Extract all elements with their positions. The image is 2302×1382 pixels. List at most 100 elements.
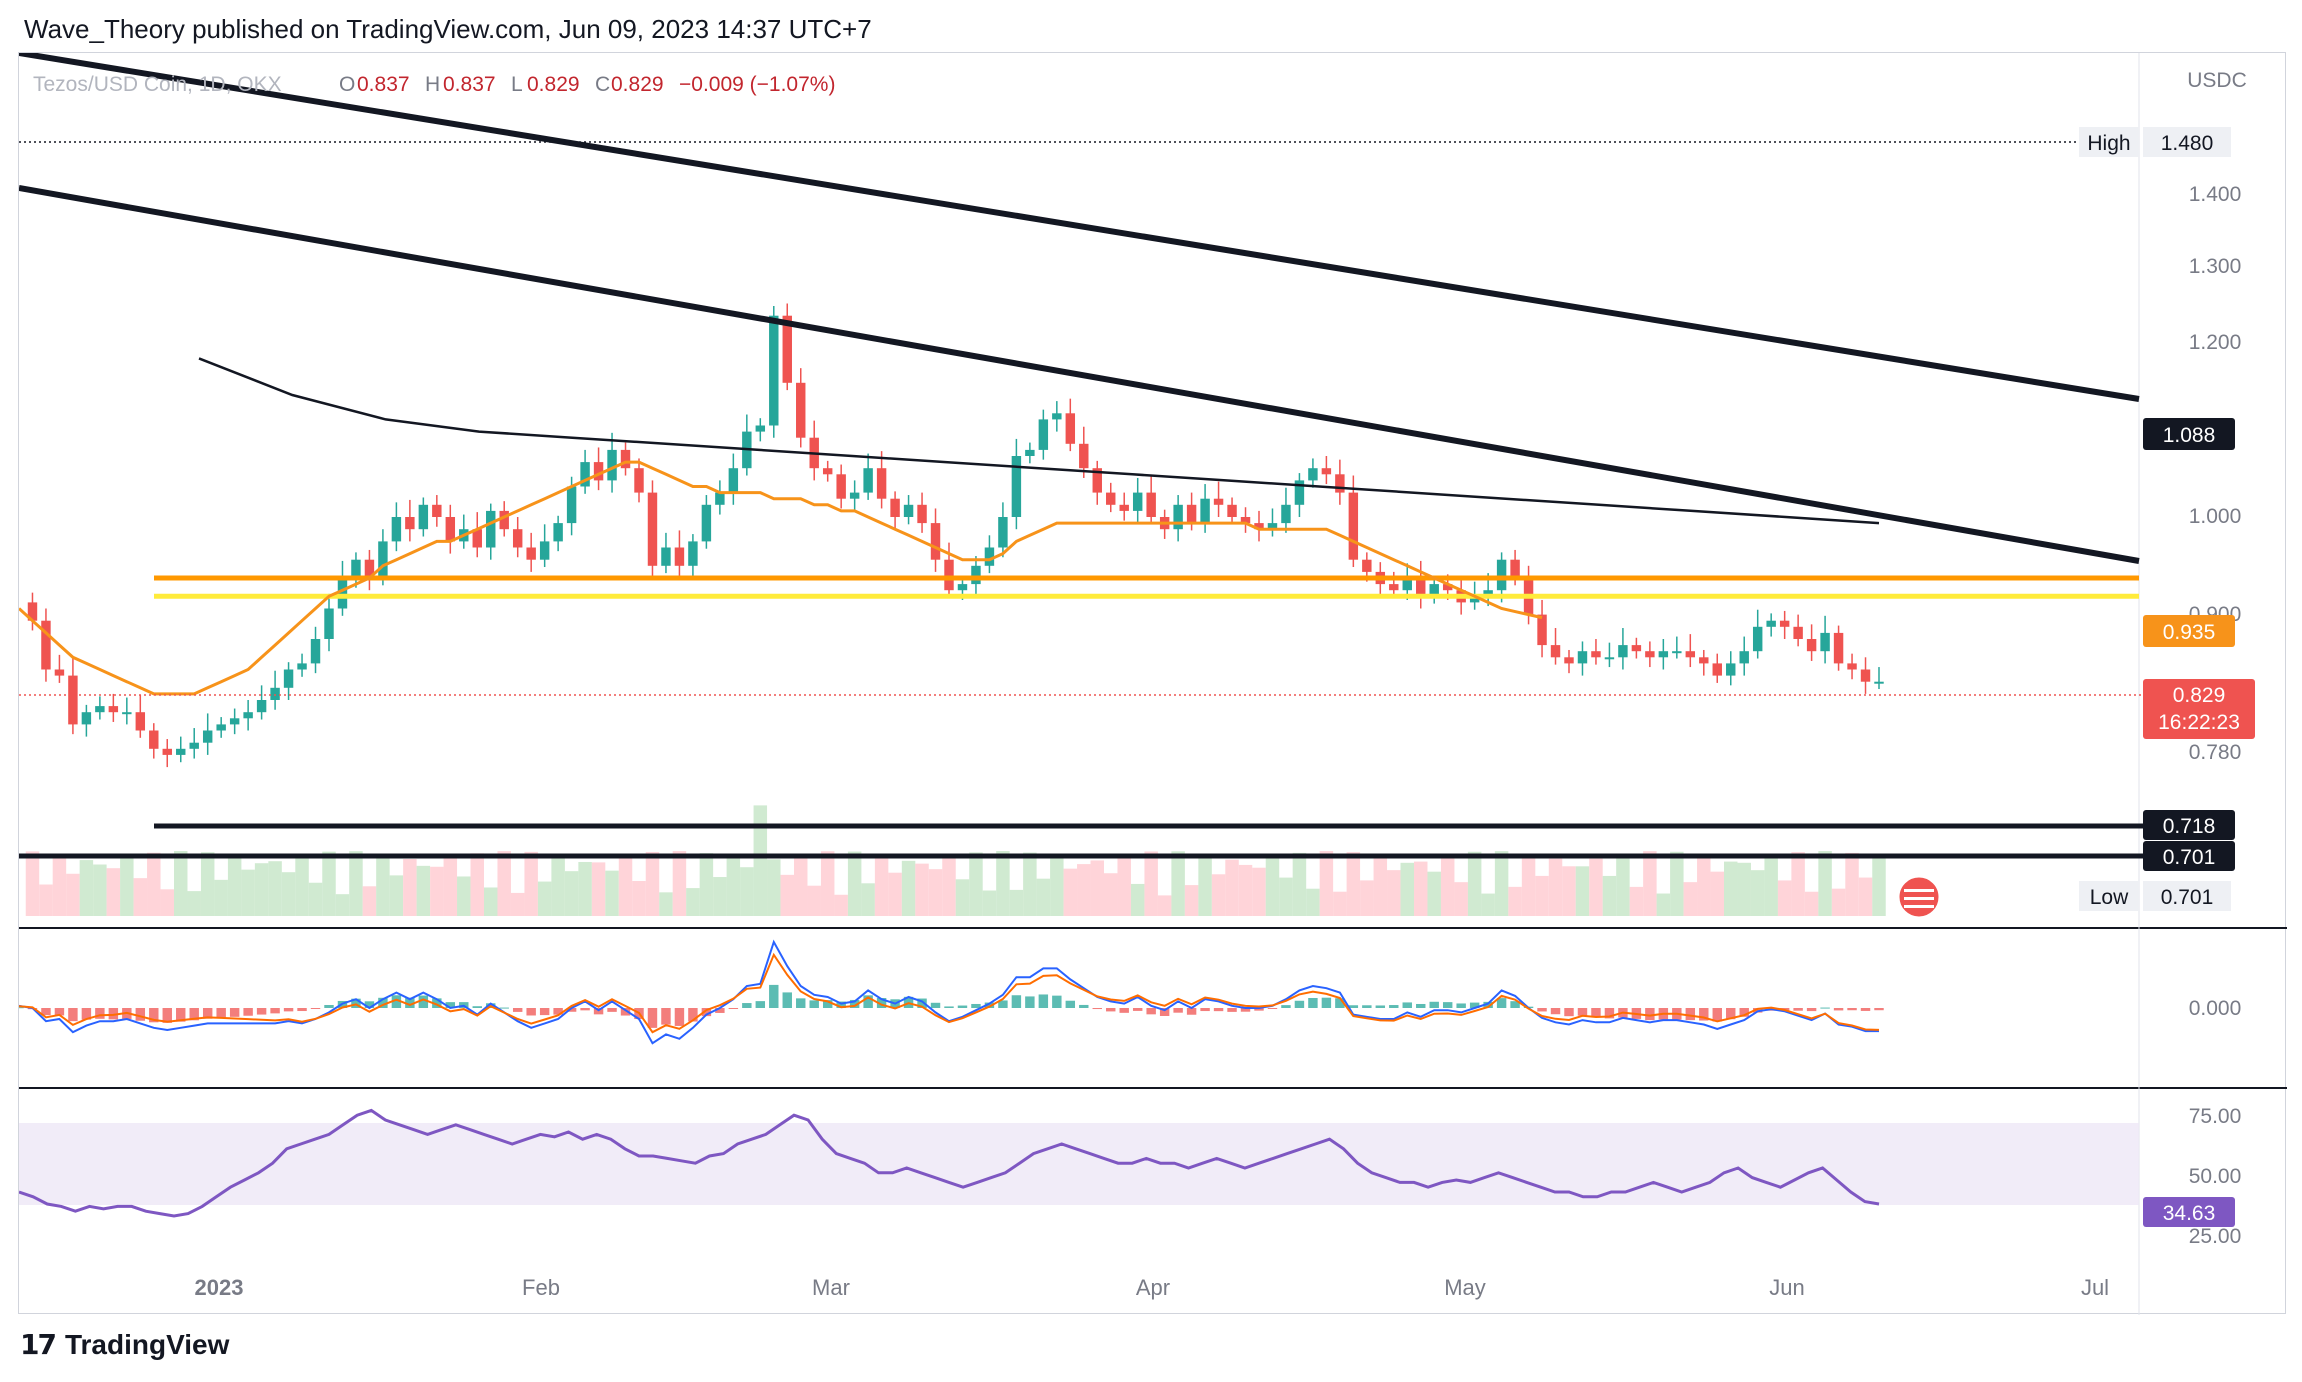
volume-bar: [1724, 861, 1738, 916]
volume-bar: [794, 853, 808, 916]
candle-body: [512, 529, 523, 548]
macd-histogram-bar: [998, 1000, 1008, 1008]
candle-body: [243, 712, 253, 719]
time-tick: Apr: [1136, 1275, 1170, 1300]
volume-bar: [1036, 878, 1051, 916]
candle-body: [27, 602, 38, 621]
macd-histogram-bar: [176, 1008, 186, 1022]
time-tick: May: [1444, 1275, 1486, 1300]
macd-histogram-bar: [580, 1008, 590, 1011]
macd-histogram-bar: [351, 998, 361, 1008]
macd-histogram-bar: [54, 1008, 65, 1016]
candle-body: [202, 730, 213, 743]
volume-bar: [888, 872, 902, 916]
volume-bar: [645, 851, 660, 916]
volume-bar: [982, 890, 997, 916]
volume-bar: [780, 874, 794, 916]
macd-histogram-bar: [189, 1008, 199, 1021]
candle-body: [1685, 651, 1696, 658]
macd-histogram-bar: [1537, 1008, 1547, 1012]
candle-body: [108, 706, 119, 713]
volume-bar: [1292, 852, 1307, 916]
candle-body: [1550, 645, 1561, 658]
macd-histogram-bar: [1874, 1008, 1884, 1011]
candle-body: [1106, 492, 1116, 505]
volume-bar: [133, 878, 148, 916]
volume-bar: [969, 852, 983, 916]
candle-body: [1469, 596, 1480, 603]
candle-body: [1200, 498, 1210, 524]
candle-body: [944, 559, 954, 591]
macd-histogram-bar: [1416, 1003, 1426, 1008]
macd-histogram-bar: [1321, 997, 1332, 1008]
candle-body: [836, 474, 846, 499]
tradingview-logo-icon[interactable]: 17: [20, 1328, 57, 1361]
volume-bar: [901, 860, 916, 916]
macd-histogram-bar: [1348, 1005, 1359, 1008]
candle-body: [1267, 523, 1278, 530]
volume-bar: [1104, 873, 1118, 916]
sma-value: 1.088: [2163, 424, 2216, 447]
macd-histogram-bar: [607, 1008, 617, 1012]
trendline-lower: [19, 185, 2140, 564]
candle-body: [189, 742, 199, 749]
volume-bar: [686, 888, 700, 916]
candle-body: [283, 669, 294, 688]
volume-bar: [1077, 864, 1091, 916]
candle-body: [917, 504, 927, 524]
macd-histogram-bar: [283, 1008, 294, 1012]
volume-bar: [147, 852, 161, 916]
chart-container[interactable]: Tezos/USD Coin, 1D, OKX O 0.837 H 0.837 …: [18, 52, 2287, 1315]
macd-histogram-bar: [620, 1008, 631, 1016]
volume-bar: [106, 868, 121, 916]
macd-histogram-bar: [216, 1008, 226, 1018]
volume-bar: [1238, 864, 1253, 916]
candle-body: [1820, 632, 1830, 652]
volume-bar: [618, 855, 633, 916]
candle-body: [1025, 449, 1035, 456]
candle-body: [1308, 468, 1318, 481]
candle-body: [324, 608, 334, 639]
candle-body: [1564, 657, 1574, 664]
macd-histogram-bar: [526, 1008, 536, 1016]
macd-histogram-bar: [418, 995, 429, 1008]
volume-bar: [1872, 857, 1886, 916]
macd-histogram-bar: [1011, 995, 1022, 1008]
rsi-tick: 25.00: [2189, 1225, 2242, 1248]
legend-low: 0.829: [527, 73, 580, 96]
candle-body: [149, 730, 159, 749]
candle-body: [580, 462, 590, 487]
macd-histogram-bar: [324, 1004, 334, 1008]
candle-body: [822, 468, 833, 475]
macd-histogram-bar: [1092, 1008, 1102, 1010]
macd-histogram-bar: [1335, 998, 1345, 1008]
candle-body: [41, 620, 51, 670]
candle-body: [1591, 651, 1601, 658]
volume-bar: [1333, 891, 1347, 916]
rsi-line: [19, 1108, 1880, 1218]
candle-body: [876, 468, 887, 499]
volume-bar: [605, 870, 619, 916]
volume-bar: [632, 881, 646, 916]
candle-body: [971, 565, 981, 585]
footer-brand: TradingView: [64, 1328, 230, 1360]
macd-histogram-bar: [310, 1008, 321, 1009]
volume-bar: [847, 851, 862, 916]
chart-canvas[interactable]: Tezos/USD Coin, 1D, OKX O 0.837 H 0.837 …: [19, 53, 2287, 1315]
macd-histogram-bar: [674, 1008, 685, 1026]
volume-bar: [740, 867, 754, 916]
macd-histogram-bar: [1496, 998, 1507, 1008]
us-flag-icon[interactable]: [1896, 874, 1942, 920]
candle-body: [68, 675, 78, 725]
macd-histogram-bar: [944, 1006, 954, 1008]
volume-bar: [699, 853, 714, 916]
candle-body: [364, 559, 375, 578]
candle-body: [1402, 578, 1412, 591]
volume-bar: [1050, 857, 1064, 916]
macd-histogram-bar: [876, 998, 887, 1008]
volume-bar: [281, 872, 296, 916]
support-701-badge: [2143, 841, 2235, 871]
macd-histogram-bar: [1025, 996, 1035, 1008]
macd-histogram-bar: [1510, 1001, 1520, 1008]
volume-bar: [1414, 861, 1428, 916]
